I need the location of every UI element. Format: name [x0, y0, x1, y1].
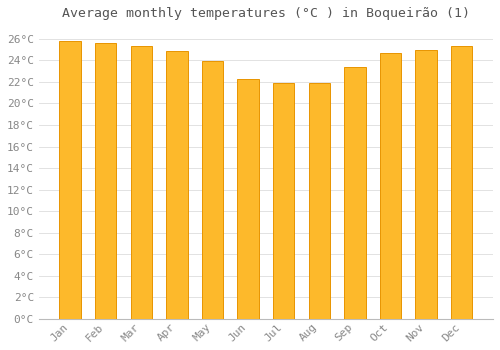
- Bar: [416, 50, 437, 319]
- Bar: [308, 83, 330, 319]
- Bar: [202, 62, 223, 319]
- Bar: [380, 53, 401, 319]
- Bar: [273, 83, 294, 319]
- Bar: [95, 43, 116, 319]
- Bar: [130, 46, 152, 319]
- Bar: [451, 46, 472, 319]
- Bar: [60, 41, 81, 319]
- Bar: [166, 51, 188, 319]
- Bar: [344, 67, 366, 319]
- Title: Average monthly temperatures (°C ) in Boqueirão (1): Average monthly temperatures (°C ) in Bo…: [62, 7, 470, 20]
- Bar: [238, 79, 259, 319]
